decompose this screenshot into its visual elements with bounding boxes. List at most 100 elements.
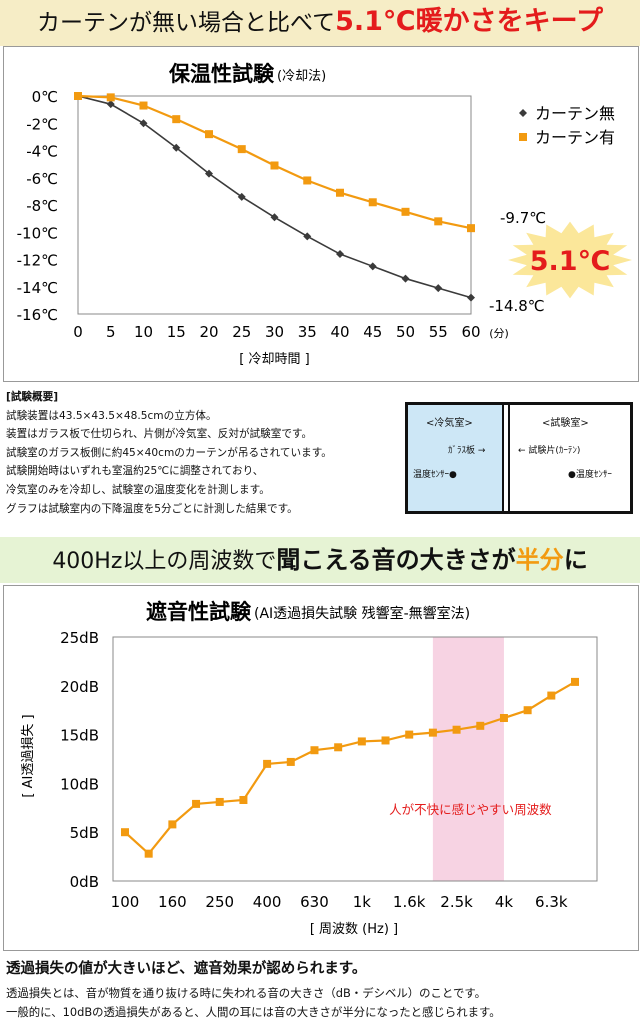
y-tick-label: 0℃: [32, 88, 58, 106]
data-point: [499, 714, 508, 723]
data-point: [428, 728, 437, 737]
summary-line: 装置はガラス板で仕切られ、片側が冷気室、反対が試験室です。: [6, 428, 313, 441]
data-point: [547, 691, 556, 700]
summary-line: 試験開始時はいずれも室温約25℃に調整されており、: [6, 465, 264, 478]
cold-sensor: 温度ｾﾝｻｰ●: [413, 467, 457, 480]
x-tick-label: 400: [253, 893, 282, 911]
summary-title: [試験概要]: [6, 391, 59, 403]
chart-title: 遮音性試験: [146, 600, 252, 624]
cold-room: [408, 405, 504, 511]
x-tick-label: 40: [330, 323, 349, 341]
legend-label-no-curtain: カーテン無: [535, 104, 615, 123]
y-tick-label: 5dB: [70, 824, 99, 842]
data-point: [405, 730, 414, 739]
data-point: [144, 849, 153, 858]
x-axis-label: [ 周波数 (Hz) ]: [310, 922, 398, 937]
end-label-with-curtain: -9.7℃: [500, 209, 546, 227]
x-tick-label: 4k: [495, 893, 514, 911]
glass-text: ｶﾞﾗｽ板: [448, 446, 476, 456]
data-point-with-curtain: [205, 130, 213, 139]
data-point-with-curtain: [139, 101, 148, 110]
arrow-right-icon: →: [477, 446, 486, 456]
x-tick-label: 55: [429, 323, 448, 341]
x-tick-label: 20: [199, 323, 218, 341]
x-tick-label: 160: [158, 893, 187, 911]
data-point-no-curtain: [106, 100, 115, 109]
data-point: [310, 746, 319, 755]
y-tick-label: 25dB: [60, 629, 99, 647]
x-tick-label: 1.6k: [393, 893, 426, 911]
data-point-no-curtain: [270, 213, 279, 222]
explanation-line: 透過損失とは、音が物質を通り抜ける時に失われる音の大きさ（dB・デシベル）のこと…: [6, 986, 487, 1000]
data-point: [121, 828, 129, 837]
x-tick-label: 25: [232, 323, 251, 341]
y-tick-label: 15dB: [60, 727, 99, 745]
data-point-with-curtain: [270, 161, 279, 170]
temperature-banner: カーテンが無い場合と比べて5.1℃暖かさをキープ: [0, 0, 640, 46]
soundproof-chart-panel: 遮音性試験 (AI透過損失試験 残響室-無響室法) 人が不快に感じやすい周波数 0dB…: [3, 585, 639, 951]
legend-marker-no-curtain: [519, 109, 527, 117]
data-point: [263, 759, 272, 768]
insulation-chart-panel: 保温性試験 (冷却法) 0℃ -2℃ -4℃ -6℃ -8℃ -10℃ -12℃ -14℃ -16℃…: [3, 46, 639, 382]
chart-title: 保温性試験: [168, 62, 275, 86]
x-tick-label: 50: [396, 323, 415, 341]
series-line-no-curtain: [77, 95, 472, 299]
x-tick-label: 30: [265, 323, 284, 341]
x-tick-label: 2.5k: [440, 893, 473, 911]
summary-line: 試験装置は43.5×43.5×48.5cmの立方体。: [6, 409, 217, 422]
test-sensor: ●温度ｾﾝｻｰ: [568, 467, 612, 480]
data-point-with-curtain: [336, 188, 344, 197]
y-tick-label: -6℃: [26, 170, 58, 188]
banner2-bold: 聞こえる音の大きさが: [276, 546, 516, 574]
x-unit-label: (分): [489, 327, 509, 340]
data-point: [571, 677, 579, 686]
data-point: [168, 820, 177, 829]
difference-burst: [508, 221, 632, 299]
chart-subtitle: (AI透過損失試験 残響室-無響室法): [254, 605, 470, 622]
chart-subtitle: (冷却法): [277, 69, 326, 84]
y-tick-label: -2℃: [26, 115, 58, 133]
data-point: [334, 743, 343, 752]
test-room-label: <試験室>: [542, 418, 589, 429]
x-tick-label: 1k: [353, 893, 372, 911]
data-point: [286, 757, 295, 766]
x-tick-label: 15: [167, 323, 186, 341]
banner2-highlight: 半分: [515, 546, 564, 574]
summary-line: グラフは試験室内の下降温度を5分ごとに計測した結果です。: [6, 502, 298, 515]
x-tick-label: 630: [300, 893, 329, 911]
x-tick-label: 6.3k: [535, 893, 568, 911]
data-point-no-curtain: [139, 119, 148, 128]
data-point: [357, 737, 366, 746]
glass-label: ｶﾞﾗｽ板 →: [448, 443, 485, 456]
x-tick-label: 250: [205, 893, 234, 911]
banner1-highlight: 5.1℃暖かさをキープ: [335, 6, 603, 37]
soundproof-chart: 遮音性試験 (AI透過損失試験 残響室-無響室法) 人が不快に感じやすい周波数 0dB…: [21, 600, 598, 937]
curtain-line: [508, 405, 510, 511]
summary-line: 冷気室のみを冷却し、試験室の温度変化を計測します。: [6, 483, 270, 496]
data-point-no-curtain: [205, 169, 213, 178]
x-tick-label: 100: [111, 893, 140, 911]
data-point: [523, 706, 532, 715]
data-point: [215, 797, 224, 806]
data-point-with-curtain: [106, 93, 115, 102]
data-point-with-curtain: [237, 145, 246, 154]
x-tick-label: 60: [461, 323, 480, 341]
plot-area: [112, 636, 598, 882]
data-point-no-curtain: [303, 232, 312, 241]
y-tick-label: -12℃: [17, 252, 58, 270]
explanation: 透過損失の値が大きいほど、遮音効果が認められます。 透過損失とは、音が物質を通り…: [6, 957, 636, 1021]
x-tick-label: 10: [134, 323, 153, 341]
y-tick-label: -16℃: [17, 306, 58, 324]
data-point-no-curtain: [368, 262, 377, 271]
data-point-no-curtain: [434, 284, 443, 293]
y-axis-label: [ AI透過損失 ]: [21, 714, 36, 797]
data-point-no-curtain: [401, 274, 410, 283]
banner2-pre: 400Hz以上の周波数で: [52, 549, 277, 574]
summary-line: 試験室のガラス板側に約45×40cmのカーテンが吊るされています。: [6, 446, 332, 459]
data-point: [452, 725, 461, 734]
x-tick-label: 0: [73, 323, 83, 341]
y-tick-label: -10℃: [17, 224, 58, 242]
highlight-band-label: 人が不快に感じやすい周波数: [389, 802, 552, 817]
data-point-with-curtain: [467, 224, 475, 233]
data-point: [381, 736, 390, 745]
